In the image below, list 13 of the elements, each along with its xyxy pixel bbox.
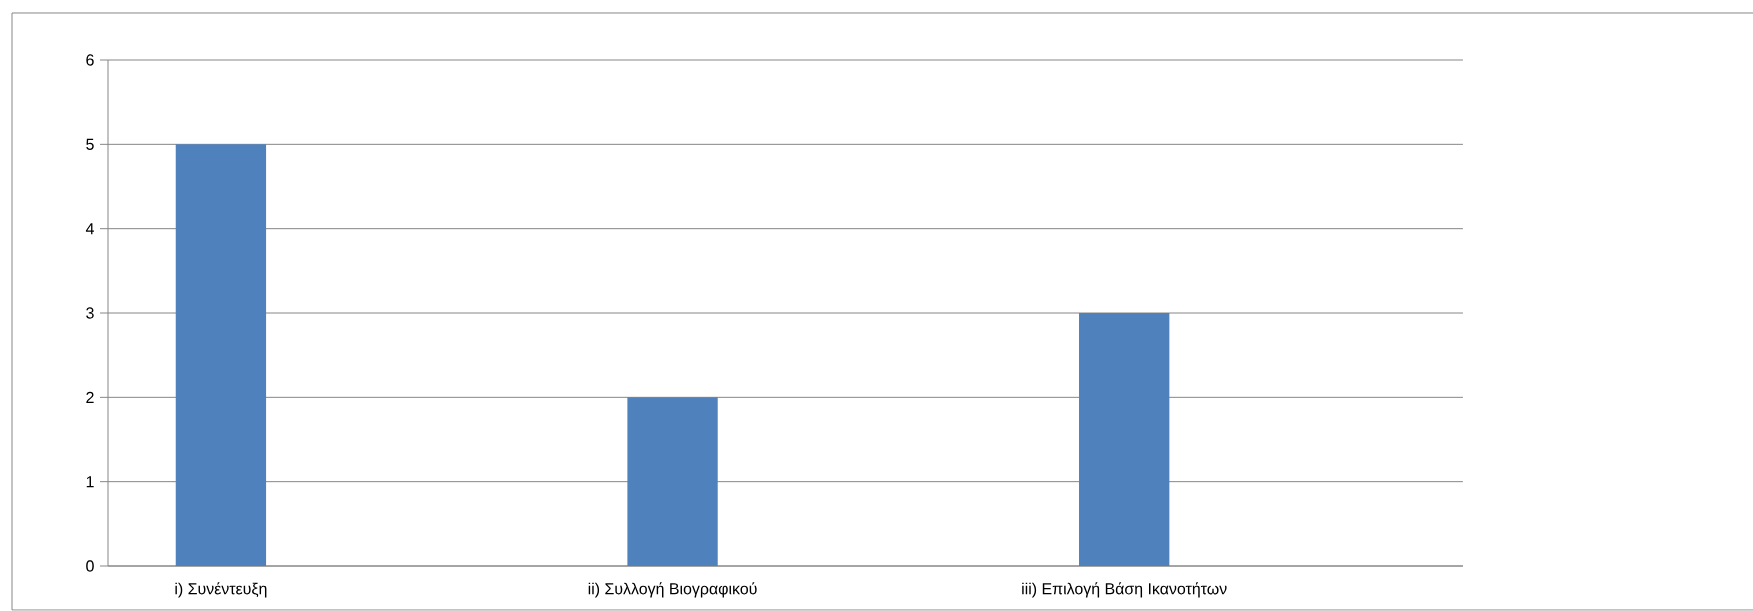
bar: [1079, 313, 1170, 566]
bar: [627, 397, 718, 566]
y-tick-label: 5: [86, 138, 94, 150]
y-tick-label: 2: [86, 391, 94, 403]
y-tick-label: 4: [85, 223, 94, 235]
bar: [175, 144, 267, 566]
x-tick-label: iii) Επιλογή Βάση Ικανοτήτων: [1022, 582, 1227, 598]
y-tick-label: 0: [86, 560, 94, 572]
y-tick-label: 3: [86, 307, 94, 319]
x-tick-label: ii) Συλλογή Βιογραφικού: [588, 582, 757, 598]
y-tick-label: 6: [86, 54, 94, 66]
x-tick-label: i) Συνέντευξη: [175, 582, 267, 598]
y-tick-label: 1: [86, 476, 94, 488]
